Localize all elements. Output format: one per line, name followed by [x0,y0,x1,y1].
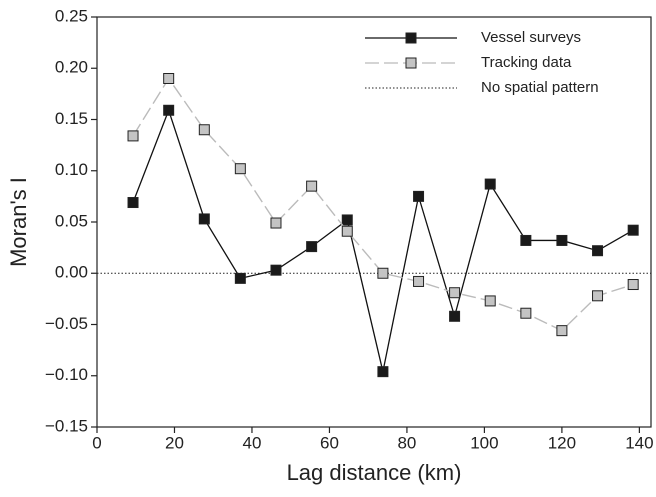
marker [198,213,210,225]
legend-marker [405,32,417,44]
legend-label: Vessel surveys [481,29,581,46]
x-axis-title: Lag distance (km) [287,460,462,485]
marker [627,224,639,236]
marker [449,310,461,322]
marker [306,241,318,253]
y-tick-label: 0.20 [55,58,88,77]
y-tick-label: 0.15 [55,109,88,128]
y-tick-label: 0.10 [55,160,88,179]
marker [234,272,246,284]
marker [556,325,568,337]
marker [556,234,568,246]
x-tick-label: 120 [548,433,576,452]
marker [592,245,604,257]
x-tick-label: 40 [243,433,262,452]
x-tick-label: 80 [397,433,416,452]
y-tick-label: 0.00 [55,263,88,282]
y-tick-label: −0.10 [45,365,88,384]
marker [627,279,639,291]
marker [270,217,282,229]
x-tick-label: 140 [625,433,653,452]
legend-label: Tracking data [481,54,572,71]
marker [520,307,532,319]
x-tick-label: 60 [320,433,339,452]
marker [484,295,496,307]
marker [484,178,496,190]
marker [413,190,425,202]
marker [270,264,282,276]
marker [198,124,210,136]
marker [341,214,353,226]
legend-marker [405,57,417,69]
x-tick-label: 0 [92,433,101,452]
x-tick-label: 100 [470,433,498,452]
marker [413,275,425,287]
y-tick-label: −0.05 [45,314,88,333]
marker [163,73,175,84]
marker [592,290,604,302]
marker [127,197,139,209]
marker [520,234,532,246]
marker [163,104,175,116]
marker [127,130,139,142]
plot-frame [96,16,652,428]
marker [449,287,461,299]
marker [377,366,389,378]
marker [377,267,389,279]
marker [234,163,246,175]
marker [341,225,353,237]
marker [306,180,318,192]
series-line [132,77,634,332]
y-tick-label: 0.05 [55,211,88,230]
y-tick-label: 0.25 [55,6,88,25]
x-tick-label: 20 [165,433,184,452]
y-tick-label: −0.15 [45,416,88,435]
legend-label: No spatial pattern [481,79,599,96]
y-axis-title: Moran's I [6,177,31,267]
